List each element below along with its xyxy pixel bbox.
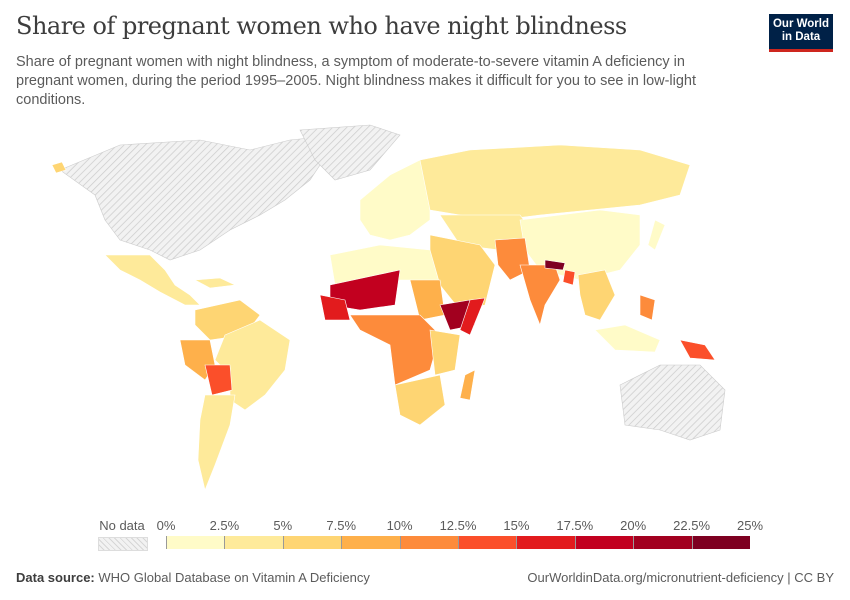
country-madagascar[interactable] xyxy=(459,369,476,401)
country-somalia[interactable] xyxy=(459,297,486,336)
legend-tick-label: 5% xyxy=(273,518,293,533)
country-india[interactable] xyxy=(519,264,561,326)
page-title: Share of pregnant women who have night b… xyxy=(16,12,627,40)
region-central-africa[interactable] xyxy=(349,314,441,386)
country-japan[interactable] xyxy=(647,219,666,251)
country-sudan[interactable] xyxy=(409,279,446,321)
country-bangladesh[interactable] xyxy=(562,269,576,286)
legend-bin[interactable] xyxy=(341,536,400,549)
legend-bin[interactable] xyxy=(224,536,283,549)
country-papua-new-guinea[interactable] xyxy=(679,339,716,361)
legend-tick-label: 20% xyxy=(620,518,647,533)
source-link[interactable]: OurWorldinData.org/micronutrient-deficie… xyxy=(527,570,834,585)
country-bolivia[interactable] xyxy=(204,364,233,396)
world-map xyxy=(51,124,726,491)
legend-bin[interactable] xyxy=(691,536,750,549)
region-caribbean[interactable] xyxy=(193,277,237,289)
legend-bin[interactable] xyxy=(166,536,225,549)
region-southeast-asia[interactable] xyxy=(577,269,616,321)
legend-tick-label: 12.5% xyxy=(439,518,477,533)
legend-tick-label: 7.5% xyxy=(326,518,357,533)
legend-no-data-label: No data xyxy=(99,518,145,533)
country-argentina-chile[interactable] xyxy=(197,394,236,491)
legend-bin[interactable] xyxy=(516,536,575,549)
legend-bin[interactable] xyxy=(458,536,517,549)
region-southern-africa[interactable] xyxy=(394,374,446,426)
country-alaska-region[interactable] xyxy=(51,161,67,174)
country-philippines[interactable] xyxy=(639,294,656,321)
legend-tick-label: 0% xyxy=(156,518,176,533)
legend-bin[interactable] xyxy=(282,536,342,549)
legend-tick-label: 25% xyxy=(736,518,764,533)
region-west-africa[interactable] xyxy=(319,294,351,321)
region-europe[interactable] xyxy=(359,159,431,241)
legend-bin[interactable] xyxy=(399,536,458,549)
legend-tick-label: 22.5% xyxy=(673,518,711,533)
country-mexico[interactable] xyxy=(104,254,201,306)
legend-bin[interactable] xyxy=(574,536,634,549)
data-source: Data source: WHO Global Database on Vita… xyxy=(16,570,370,585)
legend-bin[interactable] xyxy=(633,536,692,549)
region-greenland[interactable] xyxy=(299,124,401,181)
region-east-africa[interactable] xyxy=(429,329,461,376)
subtitle: Share of pregnant women with night blind… xyxy=(16,54,697,108)
country-indonesia[interactable] xyxy=(594,324,661,353)
country-nepal[interactable] xyxy=(544,259,566,271)
legend-tick-label: 2.5% xyxy=(209,518,240,533)
country-russia[interactable] xyxy=(419,144,691,221)
country-australia[interactable] xyxy=(619,364,726,441)
legend-tick-label: 15% xyxy=(503,518,530,533)
legend-tick-label: 10% xyxy=(386,518,413,533)
legend-no-data-swatch xyxy=(98,537,148,551)
region-north-america[interactable] xyxy=(59,134,341,261)
legend: No data 0% 2.5% 5% 7.5% 10% 12.5% 15% 17.5% 20% 2… xyxy=(0,515,850,555)
legend-tick-label: 17.5% xyxy=(556,518,594,533)
owid-logo[interactable]: Our World in Data xyxy=(769,14,833,52)
